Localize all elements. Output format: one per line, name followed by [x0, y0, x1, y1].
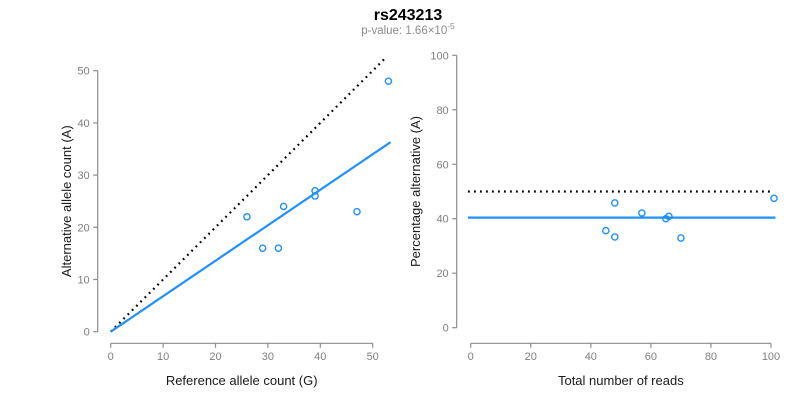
- data-point: [638, 209, 646, 217]
- y-tick-label: 60: [436, 159, 448, 171]
- y-tick-label: 50: [77, 66, 89, 78]
- x-tick-label: 50: [367, 351, 379, 363]
- y-tick-label: 30: [77, 170, 89, 182]
- x-tick-label: 10: [157, 351, 169, 363]
- x-tick-label: 30: [262, 351, 274, 363]
- x-tick-label: 80: [705, 351, 717, 363]
- y-tick-label: 0: [84, 327, 90, 339]
- right-scatter-plot: 0 20 40 60 80 100 0 20 40 60 80 100 Total number of …: [408, 50, 780, 388]
- x-tick-label: 0: [108, 351, 114, 363]
- data-point: [677, 234, 685, 242]
- x-tick-label: 40: [314, 351, 326, 363]
- left-scatter-plot: 0 10 20 30 40 50 0 10 20 30 40 50 Reference allele c…: [59, 56, 393, 388]
- x-tick-label: 20: [209, 351, 221, 363]
- identity-line: [109, 56, 388, 333]
- x-tick-label: 40: [585, 351, 597, 363]
- y-tick-label: 40: [436, 214, 448, 226]
- pvalue-exponent: -5: [447, 21, 455, 31]
- plot-subtitle: p-value: 1.66×10-5: [361, 21, 455, 37]
- y-tick-label: 100: [430, 50, 448, 62]
- x-axis-title: Total number of reads: [558, 373, 684, 388]
- y-tick-label: 20: [77, 222, 89, 234]
- x-tick-label: 20: [525, 351, 537, 363]
- x-tick-label: 100: [762, 351, 780, 363]
- data-point: [311, 192, 319, 200]
- x-tick-label: 0: [468, 351, 474, 363]
- data-point: [611, 199, 619, 207]
- plot-title: rs243213: [374, 7, 443, 24]
- data-point: [353, 207, 361, 216]
- y-tick-label: 0: [443, 323, 449, 335]
- y-tick-label: 10: [77, 275, 89, 287]
- fit-line: [110, 141, 392, 333]
- data-point: [665, 212, 673, 221]
- y-axis-title: Alternative allele count (A): [59, 125, 74, 277]
- data-point: [243, 213, 251, 221]
- y-tick-label: 40: [77, 118, 89, 130]
- pvalue-text: p-value: 1.66×10: [361, 25, 447, 37]
- y-axis-title: Percentage alternative (A): [408, 116, 423, 267]
- data-point: [311, 186, 319, 195]
- x-tick-label: 60: [645, 351, 657, 363]
- data-point: [770, 194, 778, 203]
- y-tick-label: 20: [436, 268, 448, 280]
- data-point: [258, 244, 267, 252]
- y-tick-label: 80: [436, 105, 448, 117]
- x-axis-title: Reference allele count (G): [166, 373, 318, 388]
- data-point: [602, 226, 610, 235]
- data-point: [279, 202, 288, 211]
- data-point: [274, 244, 283, 252]
- data-point: [611, 233, 619, 241]
- data-point: [384, 77, 393, 85]
